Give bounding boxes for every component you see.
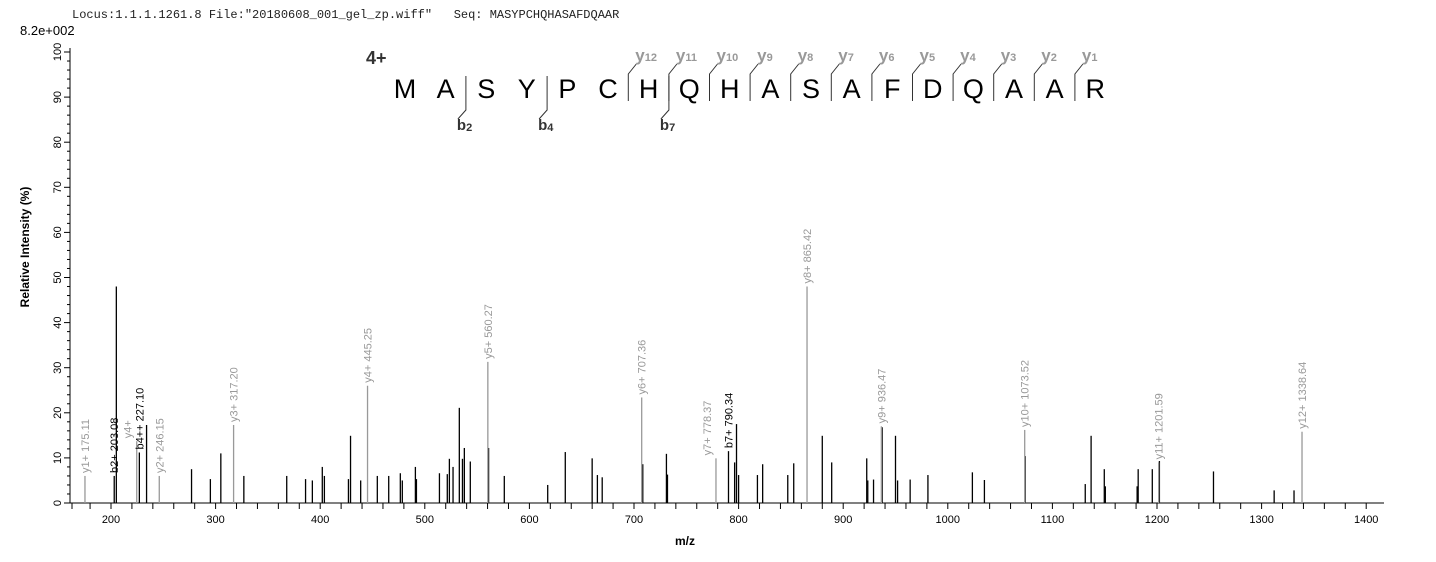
y-ion-marker [749, 63, 759, 101]
residue-letter: A [1005, 74, 1023, 104]
y-ion-label: y7 [838, 46, 854, 65]
peak-label: b4++ 227.10 [134, 388, 146, 450]
residue-letter: S [477, 74, 495, 104]
x-tick-label: 700 [625, 514, 643, 526]
y-ion-label: y4 [960, 46, 976, 65]
peak-label: y11+ 1201.59 [1154, 393, 1166, 459]
x-tick-label: 1000 [936, 514, 960, 526]
residue-letter: Q [679, 74, 700, 104]
y-ion-marker [627, 63, 637, 101]
b-ion-marker [660, 76, 670, 120]
x-tick-label: 400 [311, 514, 329, 526]
peak-label: y3+ 317.20 [229, 367, 241, 422]
residue-letter: A [843, 74, 861, 104]
peak-label: y4+ [123, 420, 135, 438]
y-ion-label: y9 [757, 46, 773, 65]
spectrum-header: Locus:1.1.1.1261.8 File:"20180608_001_ge… [72, 8, 619, 22]
y-ion-label: y5 [920, 46, 936, 65]
locus-text: Locus:1.1.1.1261.8 [72, 8, 202, 22]
y-ion-marker [790, 63, 800, 101]
x-tick-label: 600 [520, 514, 538, 526]
y-ion-marker [871, 63, 881, 101]
residue-letter: H [639, 74, 659, 104]
peak-label: y4+ 445.25 [363, 328, 375, 383]
x-axis-label: m/z [675, 534, 695, 548]
y-ion-marker [709, 63, 718, 101]
y-ion-label: y3 [1001, 46, 1017, 65]
peak-label: y12+ 1338.64 [1297, 362, 1309, 429]
residue-letter: S [802, 74, 820, 104]
y-ion-label: y1 [1082, 46, 1098, 65]
residue-letter: A [1046, 74, 1064, 104]
charge-state: 4+ [366, 48, 387, 68]
residue-letter: C [598, 74, 618, 104]
y-tick-label: 80 [52, 136, 64, 148]
x-tick-label: 1200 [1145, 514, 1169, 526]
residue-letter: H [720, 74, 740, 104]
y-tick-label: 70 [52, 181, 64, 193]
y-ion-label: y11 [676, 46, 697, 65]
peak-label: y7+ 778.37 [702, 401, 714, 456]
y-ion-marker [830, 63, 840, 101]
y-tick-label: 90 [52, 91, 64, 103]
b-ion-label: b4 [538, 117, 554, 134]
residue-letter: P [558, 74, 576, 104]
peak-label: y2+ 246.15 [154, 418, 166, 473]
b-ion-marker [538, 76, 548, 120]
peak-label: y5+ 560.27 [483, 304, 495, 359]
y-ion-label: y12 [635, 46, 657, 65]
y-ion-marker [668, 63, 678, 101]
residue-letter: A [437, 74, 455, 104]
x-tick-label: 300 [206, 514, 224, 526]
sequence-text: Seq: MASYPCHQHASAFDQAAR [453, 8, 620, 22]
residue-letter: A [761, 74, 779, 104]
y-tick-label: 60 [52, 226, 64, 238]
x-tick-label: 1100 [1041, 514, 1065, 526]
b-ion-label: b2 [457, 117, 472, 134]
y-axis-label: Relative Intensity (%) [18, 187, 32, 308]
x-tick-label: 1400 [1354, 514, 1378, 526]
y-tick-label: 0 [52, 500, 64, 506]
x-tick-label: 200 [102, 514, 120, 526]
x-tick-label: 1300 [1249, 514, 1273, 526]
y-tick-label: 20 [52, 407, 64, 419]
b-ion-marker [457, 76, 467, 120]
y-ion-marker [1033, 63, 1043, 101]
residue-letter: M [394, 74, 417, 104]
peak-label: b2+ 203.08 [109, 418, 121, 473]
y-tick-label: 40 [52, 316, 64, 328]
residue-letter: Y [518, 74, 536, 104]
y-tick-label: 50 [52, 271, 64, 283]
x-tick-label: 500 [416, 514, 434, 526]
y-ion-marker [912, 63, 921, 101]
y-tick-label: 100 [52, 43, 64, 61]
y-ion-marker [1074, 63, 1084, 101]
x-tick-label: 800 [729, 514, 747, 526]
y-ion-label: y10 [717, 46, 739, 65]
max-intensity-label: 8.2e+002 [20, 23, 75, 38]
residue-letter: R [1085, 74, 1105, 104]
y-ion-marker [952, 63, 962, 101]
residue-letter: D [923, 74, 943, 104]
y-ion-label: y2 [1041, 46, 1057, 65]
residue-letter: Q [963, 74, 984, 104]
peak-label: y9+ 936.47 [876, 369, 888, 424]
y-tick-label: 10 [52, 452, 64, 464]
y-ion-label: y8 [798, 46, 814, 65]
peak-label: y8+ 865.42 [802, 229, 814, 284]
peak-label: b7+ 790.34 [723, 393, 735, 448]
peak-label: y1+ 175.11 [80, 419, 92, 473]
residue-letter: F [884, 74, 901, 104]
b-ion-label: b7 [660, 117, 675, 134]
x-tick-label: 900 [834, 514, 852, 526]
file-text: File:"20180608_001_gel_zp.wiff" [208, 8, 433, 22]
peak-label: y6+ 707.36 [637, 340, 649, 395]
peak-label: y10+ 1073.52 [1020, 360, 1032, 427]
y-ion-marker [993, 63, 1003, 101]
y-tick-label: 30 [52, 362, 64, 374]
y-ion-label: y6 [879, 46, 895, 65]
